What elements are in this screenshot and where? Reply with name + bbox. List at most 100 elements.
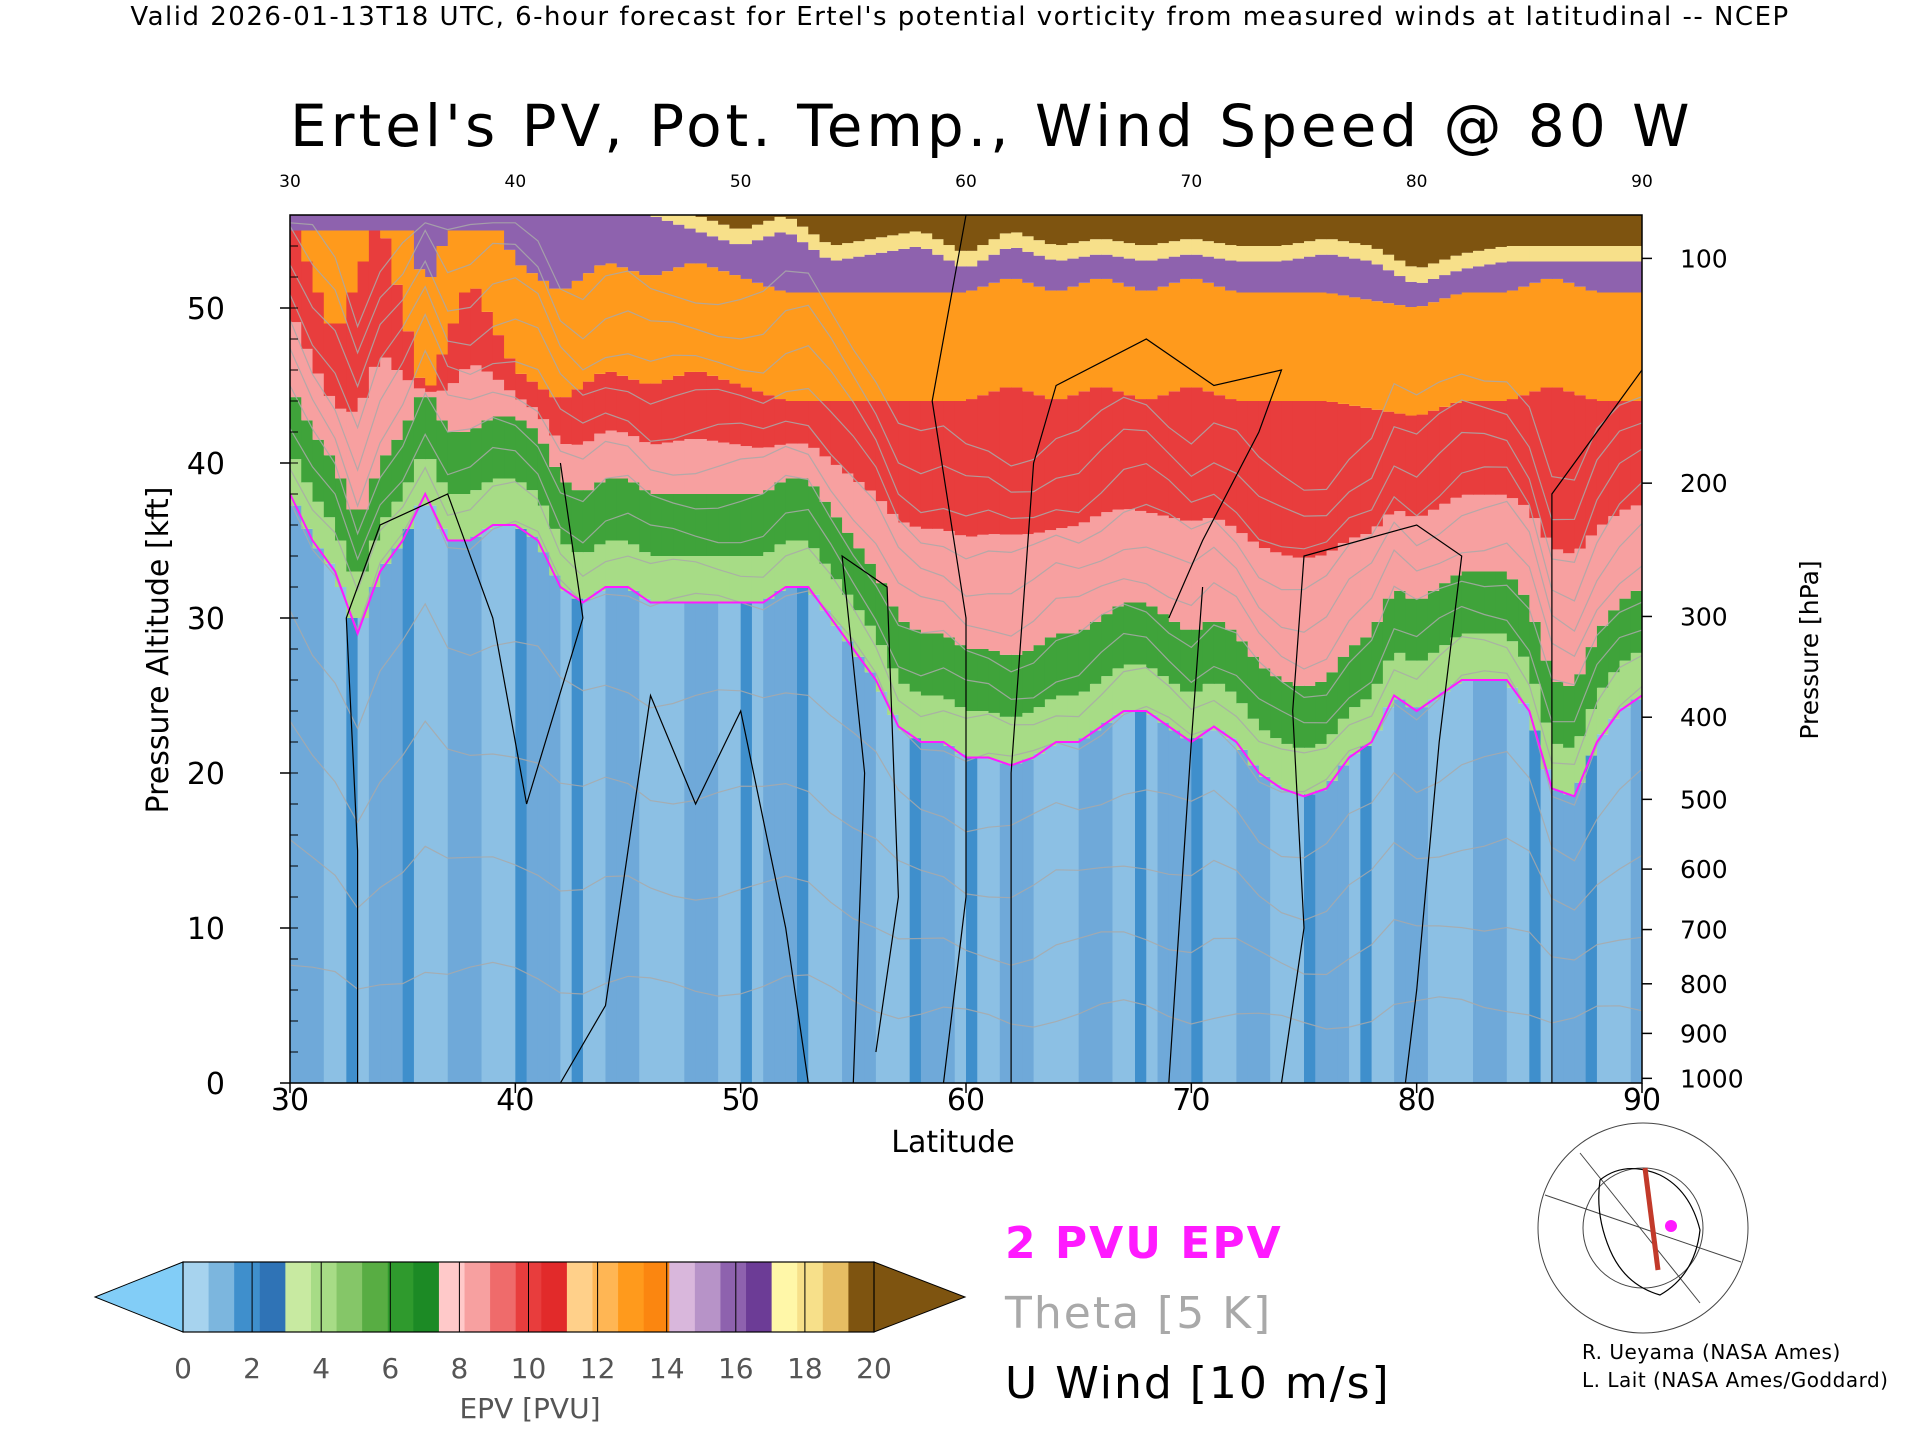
pv-cell-troposphere (605, 587, 618, 1083)
pv-cell-brown (1304, 215, 1316, 242)
pv-cell-lightgreen (1585, 709, 1598, 756)
pv-cell-purple (661, 220, 674, 272)
pv-cell-yellow (1157, 243, 1170, 259)
pv-cell-purple (999, 248, 1012, 279)
pv-cell-troposphere (920, 742, 933, 1083)
pv-cell-red (763, 395, 776, 448)
pv-cell-green (1518, 594, 1530, 657)
pv-cell-orange (357, 230, 370, 262)
pv-cell-yellow (1518, 246, 1530, 262)
pv-cell-red (323, 323, 336, 396)
pv-cell-purple (504, 215, 516, 250)
x-axis-label: Latitude (891, 1125, 1014, 1160)
pv-cell-brown (864, 215, 877, 240)
pv-cell-brown (853, 215, 866, 242)
pv-cell-red (1078, 391, 1091, 523)
pv-cell-red (335, 323, 347, 409)
pv-cell-orange (413, 269, 426, 378)
pv-cell-green (864, 563, 877, 626)
pv-cell-red (966, 399, 978, 537)
pv-cell-lightgreen (639, 552, 652, 599)
pv-cell-orange (1484, 292, 1497, 401)
pv-cell-pink (864, 490, 877, 564)
pv-cell-green (1315, 681, 1328, 744)
pv-cell-orange (1089, 278, 1102, 388)
x-tick-label: 50 (722, 1083, 760, 1118)
pv-cell-orange (391, 230, 404, 285)
pv-cell-pink (1608, 516, 1621, 611)
pv-cell-pink (413, 388, 426, 398)
pv-cell-red (605, 371, 618, 431)
pv-cell-brown (1270, 215, 1283, 246)
pv-cell-lightgreen (920, 695, 933, 742)
theta-contour (290, 313, 1642, 633)
pv-cell-orange (977, 286, 990, 396)
colorbar-tick-label: 4 (312, 1352, 330, 1385)
pv-cell-troposphere (323, 563, 336, 1083)
pv-cell-green (932, 633, 945, 696)
pv-cell-green (1394, 590, 1406, 653)
pv-cell-pink (808, 447, 821, 487)
pressure-tick-label: 200 (1680, 469, 1728, 498)
pv-cell-purple (380, 215, 392, 231)
pv-cell-orange (999, 278, 1012, 388)
pv-cell-purple (605, 215, 618, 264)
pv-cell-pink (1157, 515, 1170, 615)
pv-cell-pink (594, 433, 607, 483)
pv-cell-green (301, 420, 314, 483)
pv-cell-purple (1112, 256, 1125, 283)
pv-cell-brown (819, 215, 832, 243)
pv-cell-purple (1011, 247, 1023, 279)
pv-cell-lightgreen (335, 540, 347, 587)
pv-cell-orange (661, 271, 674, 380)
pv-cell-lightgreen (943, 699, 956, 746)
pv-cell-lightgreen (1439, 645, 1452, 692)
pv-cell-pink (436, 390, 449, 421)
pv-cell-orange (1078, 282, 1091, 392)
pv-cell-lightgreen (1022, 712, 1035, 760)
pv-cell-pink (1349, 537, 1361, 646)
map-coastline (1598, 1167, 1701, 1296)
pv-cell-brown (1258, 215, 1271, 246)
pv-cell-lightgreen (582, 552, 595, 599)
pv-cell-purple (1630, 261, 1642, 293)
pv-cell-orange (1067, 286, 1080, 396)
pv-cell-pink (718, 442, 730, 494)
pv-cell-orange (1450, 294, 1463, 403)
pv-cell-pink (887, 513, 899, 607)
pv-cell-purple (932, 254, 945, 293)
pv-cell-green (999, 654, 1012, 717)
pv-cell-green (875, 583, 888, 646)
pv-cell-pink (1213, 519, 1226, 622)
pv-cell-lightgreen (1619, 660, 1632, 708)
pv-cell-brown (1461, 215, 1474, 253)
pv-cell-pink (1044, 530, 1057, 638)
pv-cell-lightgreen (312, 501, 325, 549)
pv-cell-pink (481, 371, 494, 421)
pv-cell-brown (797, 215, 809, 227)
pv-cell-green (1258, 668, 1271, 731)
pv-cell-yellow (763, 220, 776, 237)
pv-cell-green (1101, 614, 1114, 677)
pv-cell-purple (1326, 254, 1339, 294)
pv-cell-green (391, 439, 404, 502)
pv-cell-red (1022, 391, 1035, 535)
pv-cell-orange (673, 267, 685, 376)
pv-cell-red (549, 397, 561, 436)
pv-cell-lightgreen (616, 540, 629, 587)
pv-cell-lightgreen (628, 544, 640, 591)
pv-cell-lightgreen (537, 505, 550, 553)
pv-cell-red (774, 399, 787, 445)
pv-cell-troposphere (1157, 722, 1170, 1083)
pv-cell-yellow (1473, 250, 1485, 267)
pv-cell-red (492, 335, 505, 380)
pv-cell-troposphere (1484, 680, 1497, 1083)
pv-cell-brown (763, 215, 776, 221)
pv-cell-orange (402, 230, 415, 332)
pv-cell-yellow (1349, 243, 1361, 259)
y-tick-label: 30 (187, 602, 225, 637)
pv-cell-pink (1551, 549, 1564, 682)
pv-cell-orange (1608, 292, 1621, 401)
pv-cell-lightgreen (673, 556, 685, 603)
pv-cell-green (673, 494, 685, 556)
